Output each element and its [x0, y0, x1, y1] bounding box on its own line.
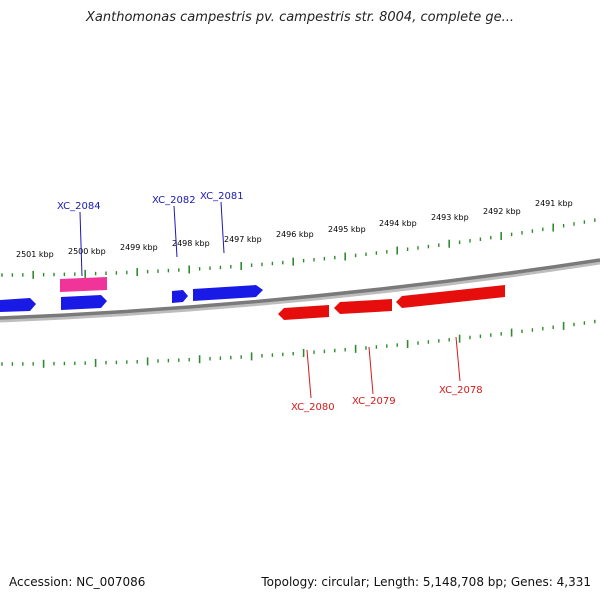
- tick-label-2495: 2495 kbp: [328, 225, 366, 234]
- outer-tick-ring: [1, 218, 596, 279]
- genome-backbone: [0, 258, 600, 320]
- gene-XC_2080[interactable]: [278, 305, 329, 320]
- gene-XC_2079[interactable]: [334, 299, 392, 314]
- tick-label-2497: 2497 kbp: [224, 235, 262, 244]
- tick-label-2500: 2500 kbp: [68, 247, 106, 256]
- forward-gene-partial-left[interactable]: [0, 298, 36, 312]
- tick-label-2491: 2491 kbp: [535, 199, 573, 208]
- map-title: Xanthomonas campestris pv. campestris st…: [86, 10, 514, 25]
- leader-XC_2084: [79, 211, 83, 277]
- leader-XC_2079: [368, 346, 374, 395]
- tick-label-2492: 2492 kbp: [483, 207, 521, 216]
- leader-XC_2081: [220, 201, 225, 254]
- genome-stats-text: Topology: circular; Length: 5,148,708 bp…: [261, 575, 591, 589]
- gene-XC_2078[interactable]: [396, 285, 505, 308]
- accession-text: Accession: NC_007086: [9, 575, 146, 589]
- leader-XC_2078: [455, 336, 461, 382]
- label-XC_2084[interactable]: XC_2084: [57, 201, 101, 212]
- leader-XC_2082: [173, 205, 178, 258]
- tick-label-2496: 2496 kbp: [276, 230, 314, 239]
- tick-label-2493: 2493 kbp: [431, 213, 469, 222]
- tick-label-2494: 2494 kbp: [379, 219, 417, 228]
- leader-XC_2080: [306, 349, 312, 399]
- genome-backbone-shadow: [0, 259, 600, 323]
- label-XC_2079[interactable]: XC_2079: [352, 396, 396, 407]
- label-XC_2081[interactable]: XC_2081: [200, 191, 244, 202]
- tick-label-2498: 2498 kbp: [172, 239, 210, 248]
- label-XC_2078[interactable]: XC_2078: [439, 385, 483, 396]
- gene-XC_2084[interactable]: [60, 277, 107, 292]
- label-XC_2082[interactable]: XC_2082: [152, 195, 196, 206]
- forward-gene-block[interactable]: [61, 295, 107, 310]
- gene-XC_2081[interactable]: [193, 285, 263, 301]
- tick-label-2501: 2501 kbp: [16, 250, 54, 259]
- label-XC_2080[interactable]: XC_2080: [291, 402, 335, 413]
- tick-label-2499: 2499 kbp: [120, 243, 158, 252]
- gene-XC_2082[interactable]: [172, 290, 188, 303]
- inner-tick-ring: [1, 319, 596, 368]
